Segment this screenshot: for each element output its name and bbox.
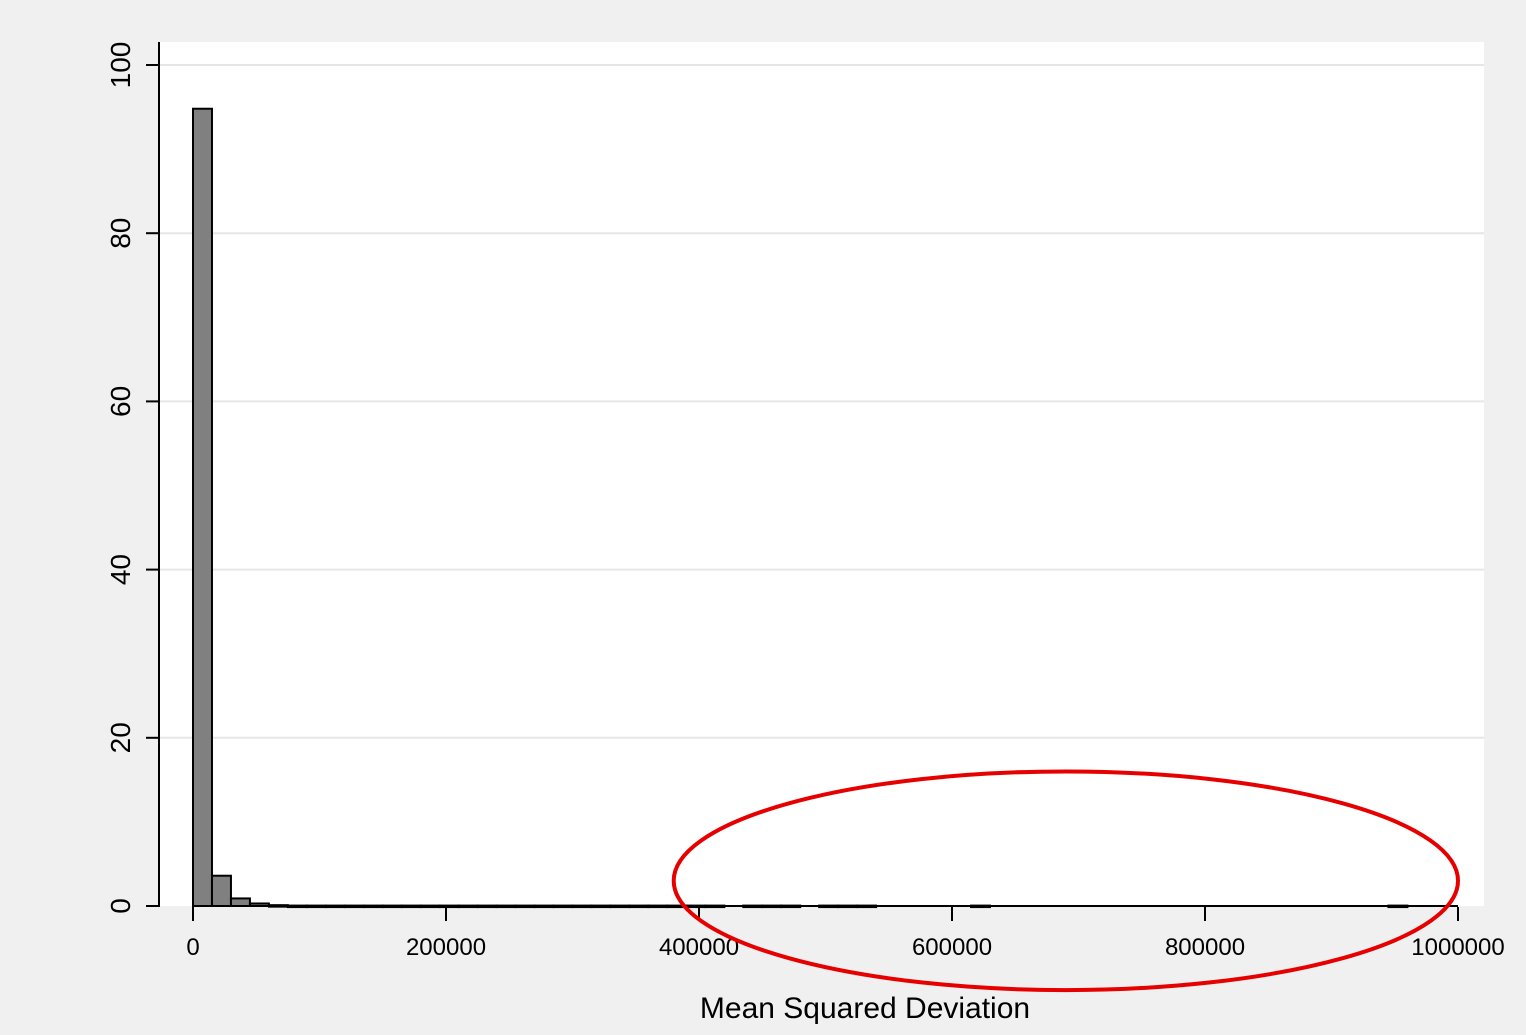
x-tick-label: 200000	[406, 934, 486, 961]
plot-area	[160, 42, 1484, 906]
x-tick-label: 800000	[1165, 934, 1245, 961]
y-tick-label: 40	[105, 554, 136, 585]
annotations	[671, 769, 1460, 993]
x-tick-label: 600000	[912, 934, 992, 961]
y-tick-label: 0	[105, 898, 136, 914]
y-ticks: 0 20 40 60 80 100	[105, 42, 159, 914]
x-tick-label: 0	[186, 934, 199, 961]
y-tick-label: 60	[105, 386, 136, 417]
histogram-bar	[210, 874, 232, 907]
x-tick-label: 1000000	[1411, 934, 1504, 961]
x-tick-label: 400000	[659, 934, 739, 961]
x-axis-label: Mean Squared Deviation	[700, 992, 1030, 1025]
histogram-bar	[192, 107, 213, 908]
gridlines	[160, 64, 1484, 739]
highlight-ellipse	[671, 769, 1460, 993]
axes	[158, 42, 1458, 907]
x-ticks: 0 200000 400000 600000 800000 1000000	[186, 907, 1505, 961]
histogram-bar	[229, 897, 251, 908]
y-tick-label: 80	[105, 218, 136, 249]
y-tick-label: 20	[105, 722, 136, 753]
y-tick-label: 100	[105, 42, 136, 89]
